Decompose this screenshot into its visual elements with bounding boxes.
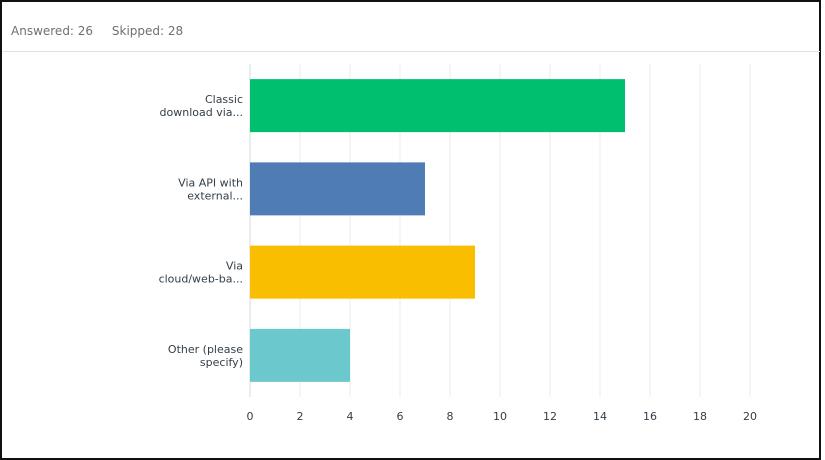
response-stats: Answered: 26 Skipped: 28: [11, 24, 183, 38]
category-label-line: cloud/web-ba...: [159, 273, 243, 286]
bar[interactable]: [250, 162, 425, 216]
bar[interactable]: [250, 79, 625, 133]
category-label-line: specify): [200, 356, 243, 369]
bars: [250, 79, 625, 382]
category-label: Via API with external...: [178, 176, 243, 202]
bar[interactable]: [250, 328, 350, 382]
x-tick-label: 20: [743, 410, 757, 423]
x-tick-label: 6: [397, 410, 404, 423]
skipped-count: Skipped: 28: [111, 24, 184, 38]
category-label-line: Other (please: [168, 343, 243, 356]
category-label: Via cloud/web-ba...: [159, 260, 243, 286]
header-divider: [3, 51, 820, 52]
x-tick-label: 12: [543, 410, 557, 423]
category-label-line: Classic: [205, 93, 243, 106]
category-label-line: Via API with: [178, 176, 243, 189]
category-label: Classic download via...: [160, 93, 243, 119]
x-axis-ticks: 0 2 4 6 8 10 12 14 16 18 20: [247, 410, 758, 423]
category-label-line: download via...: [160, 106, 243, 119]
x-tick-label: 8: [447, 410, 454, 423]
x-tick-label: 0: [247, 410, 254, 423]
category-label: Other (please specify): [168, 343, 243, 369]
x-tick-label: 2: [297, 410, 304, 423]
category-label-line: external...: [187, 189, 243, 202]
x-tick-label: 4: [347, 410, 354, 423]
category-label-line: Via: [226, 260, 243, 273]
x-tick-label: 10: [493, 410, 507, 423]
category-labels: Classic download via... Via API with extern…: [159, 93, 244, 369]
x-tick-label: 16: [643, 410, 657, 423]
bar[interactable]: [250, 245, 475, 299]
x-tick-label: 18: [693, 410, 707, 423]
answered-count: Answered: 26: [11, 24, 94, 38]
x-tick-label: 14: [593, 410, 607, 423]
